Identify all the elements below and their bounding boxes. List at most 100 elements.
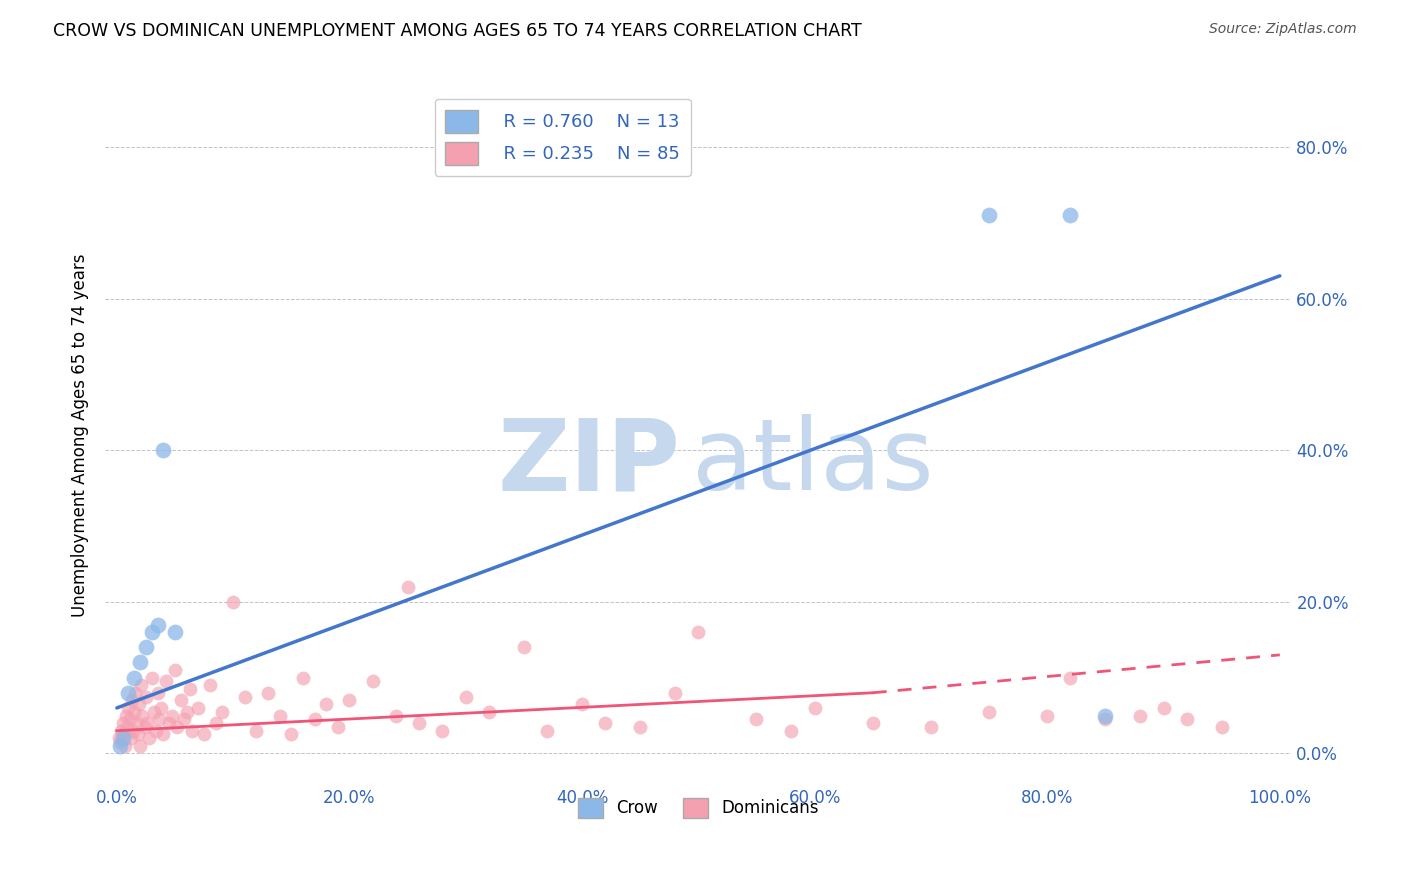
Point xyxy=(211,705,233,719)
Point xyxy=(141,625,163,640)
Point xyxy=(110,723,132,738)
Text: atlas: atlas xyxy=(692,415,934,511)
Point xyxy=(114,739,136,753)
Point xyxy=(146,686,169,700)
Point xyxy=(148,712,170,726)
Point xyxy=(315,697,337,711)
Point xyxy=(326,720,349,734)
Point xyxy=(454,690,477,704)
Point xyxy=(110,739,132,753)
Point xyxy=(124,686,146,700)
Point xyxy=(269,708,291,723)
Text: ZIP: ZIP xyxy=(498,415,681,511)
Point xyxy=(146,617,169,632)
Point xyxy=(112,727,135,741)
Point xyxy=(920,720,942,734)
Point xyxy=(1094,712,1116,726)
Point xyxy=(128,697,150,711)
Point xyxy=(176,705,198,719)
Point xyxy=(361,674,384,689)
Point xyxy=(1094,708,1116,723)
Point xyxy=(304,712,326,726)
Point xyxy=(131,708,153,723)
Point xyxy=(181,723,204,738)
Point xyxy=(108,731,131,746)
Point xyxy=(1153,701,1175,715)
Text: Source: ZipAtlas.com: Source: ZipAtlas.com xyxy=(1209,22,1357,37)
Point xyxy=(977,705,1000,719)
Point xyxy=(117,720,139,734)
Point xyxy=(122,723,145,738)
Point xyxy=(110,735,132,749)
Point xyxy=(136,716,159,731)
Point xyxy=(124,705,146,719)
Point xyxy=(257,686,280,700)
Point xyxy=(152,443,174,458)
Point xyxy=(160,708,183,723)
Point xyxy=(198,678,221,692)
Point xyxy=(138,731,160,746)
Point xyxy=(1059,671,1081,685)
Point xyxy=(143,705,166,719)
Point xyxy=(145,723,167,738)
Point xyxy=(129,739,152,753)
Point xyxy=(111,716,134,731)
Point xyxy=(187,701,209,715)
Point xyxy=(862,716,884,731)
Point xyxy=(280,727,302,741)
Point xyxy=(179,681,201,696)
Point xyxy=(478,705,501,719)
Point xyxy=(385,708,408,723)
Point xyxy=(163,663,186,677)
Point xyxy=(129,678,152,692)
Point xyxy=(166,720,188,734)
Point xyxy=(222,595,245,609)
Legend: Crow, Dominicans: Crow, Dominicans xyxy=(571,791,825,824)
Point xyxy=(135,640,157,655)
Y-axis label: Unemployment Among Ages 65 to 74 years: Unemployment Among Ages 65 to 74 years xyxy=(72,253,89,616)
Point xyxy=(155,674,177,689)
Point xyxy=(745,712,768,726)
Point xyxy=(152,727,174,741)
Point xyxy=(157,716,180,731)
Point xyxy=(233,690,256,704)
Point xyxy=(124,671,146,685)
Point xyxy=(125,716,148,731)
Point xyxy=(1036,708,1059,723)
Point xyxy=(245,723,267,738)
Point xyxy=(1059,208,1081,222)
Point xyxy=(111,731,134,746)
Point xyxy=(688,625,710,640)
Point xyxy=(150,701,173,715)
Point xyxy=(173,712,195,726)
Point xyxy=(117,701,139,715)
Point xyxy=(780,723,803,738)
Point xyxy=(170,693,193,707)
Text: CROW VS DOMINICAN UNEMPLOYMENT AMONG AGES 65 TO 74 YEARS CORRELATION CHART: CROW VS DOMINICAN UNEMPLOYMENT AMONG AGE… xyxy=(53,22,862,40)
Point xyxy=(163,625,186,640)
Point xyxy=(120,731,142,746)
Point xyxy=(115,708,138,723)
Point xyxy=(408,716,430,731)
Point xyxy=(396,580,419,594)
Point xyxy=(135,690,157,704)
Point xyxy=(193,727,215,741)
Point xyxy=(291,671,314,685)
Point xyxy=(803,701,825,715)
Point xyxy=(134,720,156,734)
Point xyxy=(571,697,593,711)
Point xyxy=(118,712,141,726)
Point xyxy=(595,716,617,731)
Point xyxy=(121,693,143,707)
Point xyxy=(117,686,139,700)
Point xyxy=(977,208,1000,222)
Point xyxy=(204,716,226,731)
Point xyxy=(664,686,686,700)
Point xyxy=(1211,720,1233,734)
Point xyxy=(141,671,163,685)
Point xyxy=(129,656,152,670)
Point xyxy=(1175,712,1198,726)
Point xyxy=(513,640,536,655)
Point xyxy=(339,693,361,707)
Point xyxy=(127,727,149,741)
